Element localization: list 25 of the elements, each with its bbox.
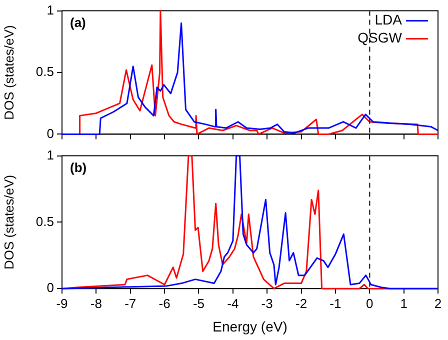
annotation: (b) [70, 160, 87, 175]
y-tick-label: 1 [46, 2, 54, 18]
x-tick-label: 1 [400, 296, 408, 311]
y-tick-label: 0 [46, 126, 54, 141]
annotation: (a) [70, 14, 86, 30]
y-tick-label: 0.5 [36, 64, 54, 80]
legend-label: LDA [374, 12, 403, 28]
x-tick-label: -6 [158, 296, 170, 311]
x-tick-label: 0 [366, 296, 374, 311]
x-tick-label: 2 [434, 296, 442, 311]
y-axis-title: DOS (states/eV) [1, 174, 16, 270]
y-tick-label: 0 [46, 280, 54, 296]
y-axis-title: DOS (states/eV) [1, 25, 16, 120]
x-tick-label: -4 [227, 296, 239, 311]
x-tick-label: -9 [56, 296, 68, 311]
x-axis-title: Energy (eV) [212, 318, 288, 334]
x-tick-label: -7 [124, 296, 136, 311]
x-tick-label: -1 [330, 296, 342, 311]
x-tick-label: -3 [261, 296, 273, 311]
y-tick-label: 1 [46, 147, 54, 162]
x-tick-label: -2 [295, 296, 308, 311]
legend-label: QSGW [358, 30, 403, 46]
x-tick-label: -5 [192, 296, 205, 311]
x-tick-label: -8 [90, 296, 102, 311]
y-tick-label: 0.5 [36, 214, 54, 229]
